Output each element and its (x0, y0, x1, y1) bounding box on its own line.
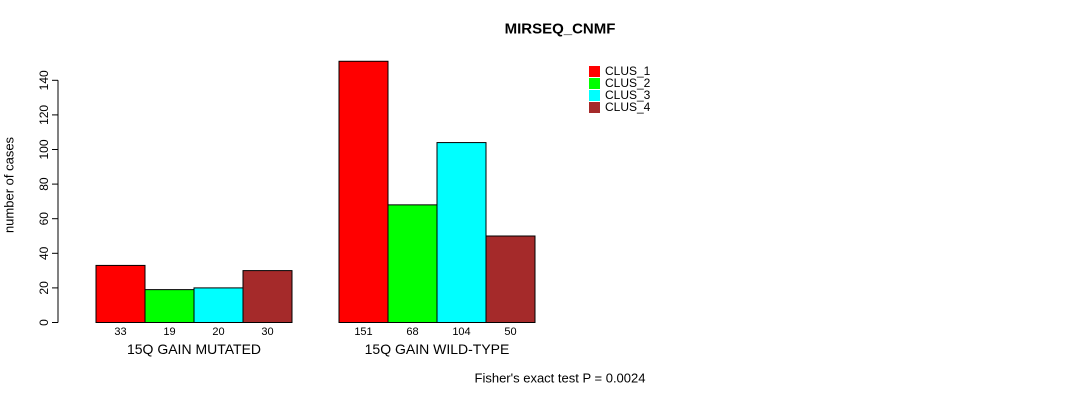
legend-swatch-clus_3 (589, 90, 600, 101)
bar-clus_2-group2 (387, 204, 438, 323)
legend-swatch-clus_1 (589, 66, 600, 77)
bar-value-label: 104 (452, 326, 470, 338)
legend-swatch-clus_4 (589, 102, 600, 113)
bar-value-label: 68 (406, 326, 418, 338)
fisher-test-annotation: Fisher's exact test P = 0.0024 (474, 370, 646, 386)
y-axis-tick-label: 40 (37, 246, 51, 260)
chart-title: MIRSEQ_CNMF (504, 20, 616, 38)
legend-label: CLUS_3 (605, 88, 651, 102)
bar-value-label: 30 (261, 326, 273, 338)
bar-clus_1-group2 (338, 60, 389, 324)
y-axis-tick-label: 60 (37, 212, 51, 226)
y-axis-tick-label: 120 (37, 105, 51, 125)
bar-clus_2-group1 (144, 289, 195, 324)
bar-clus_3-group2 (436, 142, 487, 323)
bar-value-label: 50 (504, 326, 516, 338)
bar-clus_3-group1 (193, 287, 244, 323)
legend: CLUS_1 CLUS_2 CLUS_3 CLUS_4 (589, 64, 651, 114)
legend-label: CLUS_1 (605, 64, 651, 78)
y-axis-tick-label: 20 (37, 281, 51, 295)
category-label: 15Q GAIN WILD-TYPE (365, 341, 510, 357)
bar-value-label: 33 (114, 326, 126, 338)
y-axis-tick-label: 80 (37, 177, 51, 191)
bar-value-label: 19 (163, 326, 175, 338)
y-axis-tick-label: 100 (37, 139, 51, 159)
bar-clus_1-group1 (95, 264, 146, 324)
category-label: 15Q GAIN MUTATED (127, 341, 261, 357)
legend-label: CLUS_4 (605, 100, 651, 114)
bar-clus_4-group1 (242, 270, 293, 324)
bar-value-label: 151 (354, 326, 372, 338)
legend-item: CLUS_4 (589, 100, 651, 114)
legend-item: CLUS_1 (589, 64, 651, 78)
legend-swatch-clus_2 (589, 78, 600, 89)
legend-item: CLUS_2 (589, 76, 651, 90)
y-axis-tick-label: 140 (37, 70, 51, 90)
bar-clus_4-group2 (485, 235, 536, 323)
y-axis-tick-label: 0 (37, 319, 51, 326)
legend-label: CLUS_2 (605, 76, 651, 90)
bar-value-label: 20 (212, 326, 224, 338)
legend-item: CLUS_3 (589, 88, 651, 102)
